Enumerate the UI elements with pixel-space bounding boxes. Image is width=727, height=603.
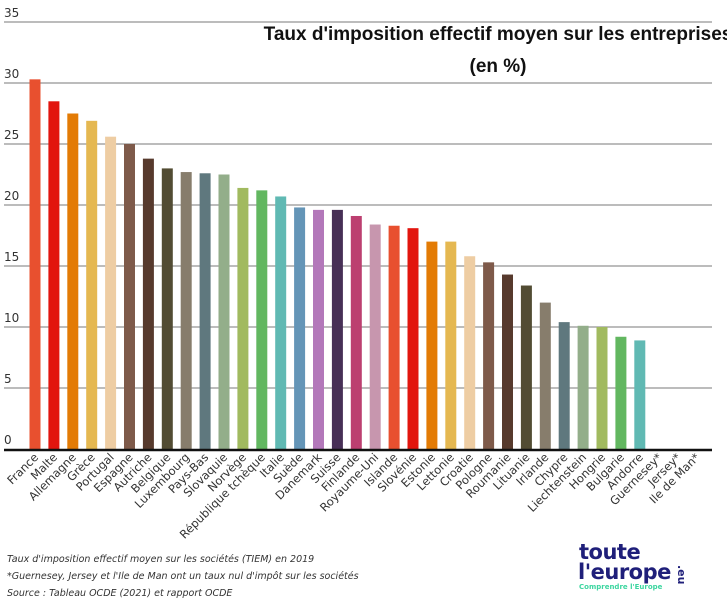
bar	[48, 101, 60, 450]
bar	[558, 322, 570, 449]
y-tick-label: 25	[4, 128, 19, 142]
bar	[180, 172, 192, 449]
y-tick-label: 0	[4, 433, 12, 447]
bar	[615, 336, 627, 449]
bar	[256, 190, 268, 450]
chart-title: Taux d'imposition effectif moyen sur les…	[264, 24, 727, 45]
bar	[218, 174, 230, 449]
toute-leurope-logo: toute l'europe .eu Comprendre l'Europe	[578, 540, 718, 595]
chart-subtitle: (en %)	[470, 56, 527, 77]
bar	[445, 241, 457, 449]
y-tick-label: 20	[4, 189, 19, 203]
y-axis-ticks: 0 5 10 15 20 25 30 35	[4, 6, 19, 447]
bar	[350, 215, 362, 449]
bar	[520, 285, 532, 449]
bar	[142, 158, 154, 449]
logo-tagline: Comprendre l'Europe	[579, 583, 663, 591]
y-tick-label: 5	[4, 372, 12, 386]
bar	[464, 256, 476, 449]
bar	[331, 209, 343, 449]
bar	[161, 168, 173, 449]
bar	[502, 274, 513, 449]
footnote-asterisk: *Guernesey, Jersey et l'Ile de Man ont u…	[7, 571, 359, 582]
y-tick-label: 15	[4, 250, 19, 264]
bar	[483, 262, 495, 449]
logo-suffix: .eu	[675, 565, 688, 585]
bar	[124, 144, 135, 449]
bar	[86, 120, 98, 449]
footnote-definition: Taux d'imposition effectif moyen sur les…	[7, 554, 315, 565]
bar	[426, 241, 438, 449]
y-tick-label: 10	[4, 311, 19, 325]
footnote-source: Source : Tableau OCDE (2021) et rapport …	[7, 588, 233, 599]
bar	[539, 302, 551, 449]
bar	[294, 207, 306, 449]
bar	[313, 209, 324, 449]
footnotes: Taux d'imposition effectif moyen sur les…	[7, 551, 359, 602]
bars	[29, 79, 646, 450]
bar	[29, 79, 41, 449]
bar	[67, 113, 79, 449]
y-tick-label: 30	[4, 67, 19, 81]
bar	[369, 224, 381, 449]
y-tick-label: 35	[4, 6, 19, 20]
logo-line2: l'europe	[578, 560, 671, 584]
x-axis-labels: FranceMalteAllemagneGrècePortugalEspagne…	[4, 450, 703, 541]
bar	[275, 196, 287, 449]
bar-chart: 0 5 10 15 20 25 30 35 FranceMalteAllemagneGrèce…	[4, 6, 727, 541]
bar	[388, 225, 400, 449]
bar	[237, 187, 249, 450]
bar	[634, 340, 646, 449]
bar	[577, 325, 589, 449]
bar	[407, 228, 419, 449]
bar	[199, 173, 211, 449]
bar	[105, 136, 117, 449]
logo-line1: toute	[579, 540, 641, 564]
bar	[596, 327, 608, 449]
